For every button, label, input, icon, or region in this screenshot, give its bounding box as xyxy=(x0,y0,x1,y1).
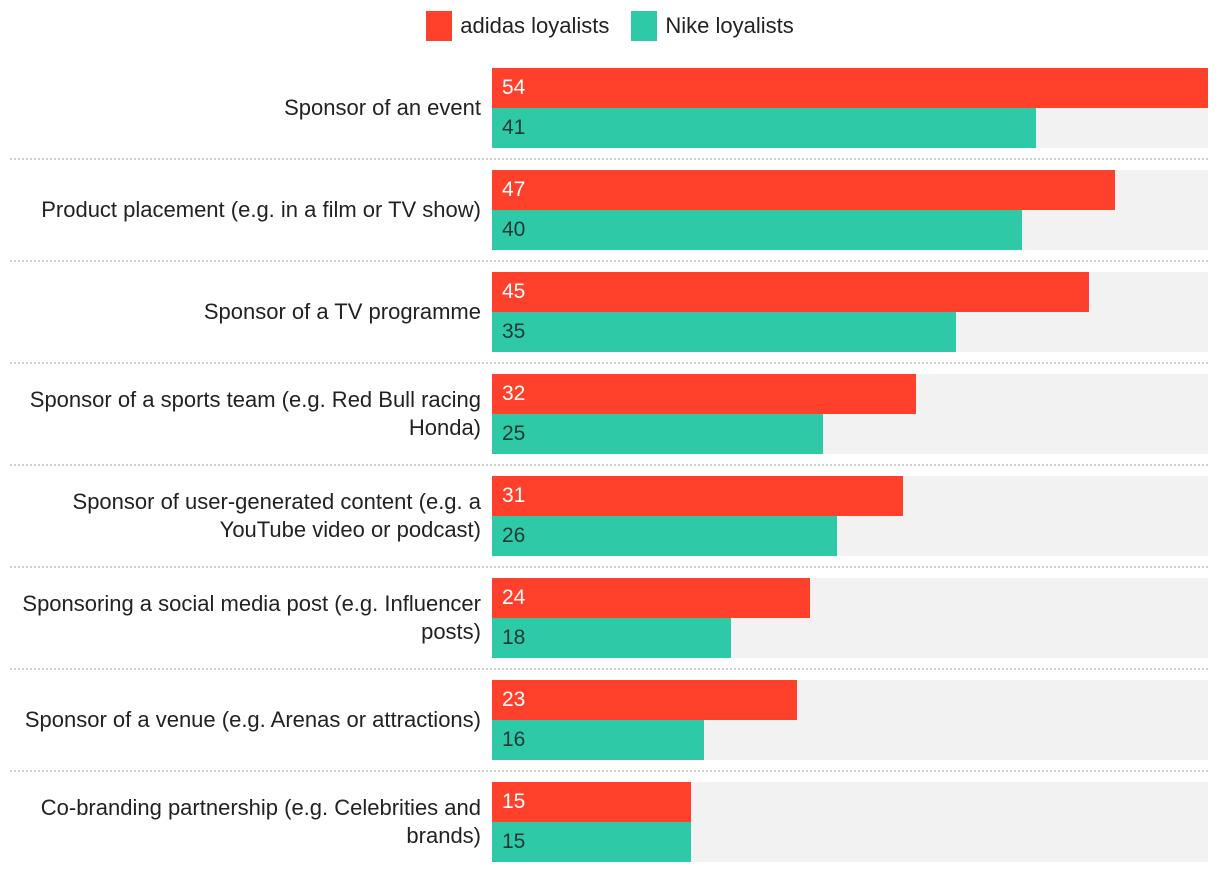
data-label: 47 xyxy=(502,178,526,201)
category-label: Co-branding partnership (e.g. Celebritie… xyxy=(40,795,481,848)
legend: adidas loyalists Nike loyalists xyxy=(0,10,1220,42)
bar-nike[interactable] xyxy=(492,108,1036,148)
data-label: 26 xyxy=(502,524,526,547)
bar-adidas[interactable] xyxy=(492,68,1208,108)
data-label: 15 xyxy=(502,790,526,813)
category-label: Sponsor of an event xyxy=(284,95,481,120)
legend-label-adidas: adidas loyalists xyxy=(460,13,610,38)
category-label: Product placement (e.g. in a film or TV … xyxy=(41,197,481,222)
row-separator xyxy=(10,770,1208,772)
category-label: Sponsor of user-generated content (e.g. … xyxy=(72,489,481,542)
legend-item-nike[interactable]: Nike loyalists xyxy=(631,11,794,41)
data-label: 54 xyxy=(502,76,526,99)
category-label: Sponsoring a social media post (e.g. Inf… xyxy=(22,591,481,644)
data-label: 15 xyxy=(502,830,526,853)
row-separator xyxy=(10,362,1208,364)
row-separator xyxy=(10,566,1208,568)
data-label: 35 xyxy=(502,320,526,343)
bar-adidas[interactable] xyxy=(492,476,904,516)
bar-adidas[interactable] xyxy=(492,578,811,618)
bar-nike[interactable] xyxy=(492,618,731,658)
data-label: 23 xyxy=(502,688,526,711)
data-label: 16 xyxy=(502,728,526,751)
bar-adidas[interactable] xyxy=(492,782,691,822)
data-label: 24 xyxy=(502,586,526,609)
bar-adidas[interactable] xyxy=(492,374,917,414)
data-label: 18 xyxy=(502,626,526,649)
category-label: Sponsor of a venue (e.g. Arenas or attra… xyxy=(24,707,481,732)
data-label: 41 xyxy=(502,116,526,139)
bar-nike[interactable] xyxy=(492,822,691,862)
bar-adidas[interactable] xyxy=(492,680,797,720)
data-label: 25 xyxy=(502,422,526,445)
data-label: 32 xyxy=(502,382,526,405)
row-separator xyxy=(10,158,1208,160)
bar-nike[interactable] xyxy=(492,414,824,454)
bar-adidas[interactable] xyxy=(492,272,1089,312)
row-separator xyxy=(10,668,1208,670)
row-separator xyxy=(10,464,1208,466)
data-label: 31 xyxy=(502,484,526,507)
bar-nike[interactable] xyxy=(492,210,1023,250)
legend-swatch-nike xyxy=(631,11,658,41)
data-label: 40 xyxy=(502,218,526,241)
legend-item-adidas[interactable]: adidas loyalists xyxy=(426,11,609,41)
category-label: Sponsor of a sports team (e.g. Red Bull … xyxy=(29,387,481,440)
legend-swatch-adidas xyxy=(426,11,453,41)
bar-nike[interactable] xyxy=(492,516,837,556)
bar-nike[interactable] xyxy=(492,312,957,352)
bar-nike[interactable] xyxy=(492,720,705,760)
legend-label-nike: Nike loyalists xyxy=(665,13,794,38)
row-separator xyxy=(10,260,1208,262)
category-label: Sponsor of a TV programme xyxy=(203,299,481,324)
data-label: 45 xyxy=(502,280,526,303)
bar-adidas[interactable] xyxy=(492,170,1116,210)
